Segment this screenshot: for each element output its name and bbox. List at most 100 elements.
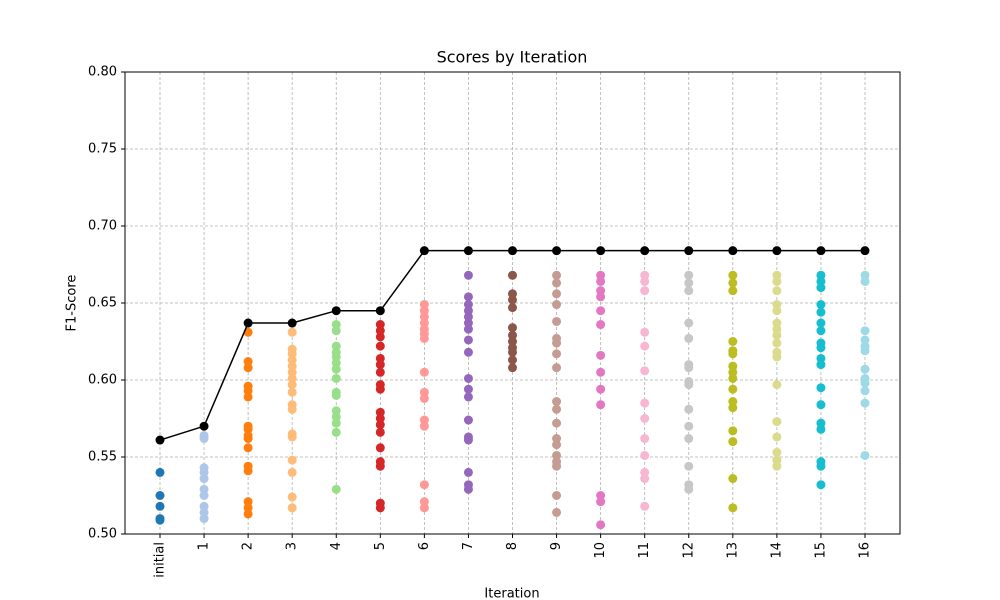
x-tick-label: 9 <box>549 542 564 550</box>
point <box>331 358 341 368</box>
point <box>155 467 165 477</box>
point <box>552 270 562 280</box>
point <box>596 276 606 286</box>
point <box>331 427 341 437</box>
point <box>243 503 253 513</box>
point <box>463 392 473 402</box>
point <box>508 355 517 365</box>
point <box>728 367 738 377</box>
point <box>287 503 297 513</box>
point <box>419 306 429 316</box>
point <box>772 286 782 296</box>
point <box>375 360 385 370</box>
point <box>684 404 694 414</box>
point <box>816 300 826 310</box>
point <box>772 324 782 334</box>
point <box>684 380 694 390</box>
point <box>508 289 517 299</box>
point <box>463 435 473 445</box>
point <box>684 270 694 280</box>
point <box>640 366 650 376</box>
point <box>243 443 253 453</box>
point <box>508 347 517 357</box>
point <box>772 455 782 465</box>
point <box>419 393 429 403</box>
point <box>419 497 429 507</box>
point <box>772 300 782 310</box>
best-point <box>552 246 562 256</box>
y-tick-label: 0.65 <box>88 296 117 311</box>
point <box>463 306 473 316</box>
x-tick-label: 11 <box>637 542 652 559</box>
point <box>684 286 694 296</box>
point <box>640 467 650 477</box>
point <box>375 414 385 423</box>
point <box>640 474 650 484</box>
point <box>728 384 738 394</box>
point <box>199 514 209 524</box>
point <box>640 450 650 460</box>
point <box>375 461 385 471</box>
point <box>728 278 738 288</box>
point <box>419 415 429 425</box>
point <box>419 300 429 310</box>
point <box>419 480 429 490</box>
point <box>728 337 738 346</box>
point <box>552 349 562 359</box>
x-tick-label: 16 <box>858 542 873 559</box>
point <box>640 286 650 296</box>
point <box>419 333 429 343</box>
y-tick-label: 0.80 <box>88 65 117 80</box>
point <box>596 320 606 330</box>
point <box>243 509 253 519</box>
best-point <box>596 246 606 256</box>
point <box>816 418 826 428</box>
point <box>772 432 782 442</box>
best-point <box>199 421 209 431</box>
point <box>552 363 562 373</box>
point <box>243 424 253 434</box>
point <box>684 484 694 494</box>
point <box>772 276 782 286</box>
point <box>287 327 297 337</box>
point <box>552 450 562 460</box>
x-tick-label: initial <box>153 542 168 578</box>
point <box>463 312 473 322</box>
point <box>331 406 341 416</box>
point <box>728 286 738 296</box>
point <box>508 323 517 333</box>
best-point <box>640 246 650 256</box>
point <box>728 474 738 484</box>
best-point <box>331 306 341 316</box>
point <box>287 380 297 390</box>
best-point <box>508 246 517 256</box>
point <box>640 501 650 511</box>
best-point <box>816 246 826 256</box>
point <box>816 480 826 490</box>
point <box>199 484 209 494</box>
point <box>684 363 694 373</box>
point <box>155 501 165 511</box>
point <box>728 403 738 413</box>
point <box>508 295 517 305</box>
point <box>419 367 429 377</box>
y-tick-label: 0.55 <box>88 450 117 465</box>
point <box>331 341 341 351</box>
point <box>552 491 562 500</box>
point <box>772 461 782 471</box>
point <box>728 361 738 371</box>
point <box>772 318 782 328</box>
point <box>860 326 870 336</box>
point <box>772 330 782 340</box>
point <box>816 318 826 328</box>
point <box>375 420 385 430</box>
point <box>199 507 209 517</box>
best-point <box>463 246 473 256</box>
point <box>331 320 341 330</box>
point <box>552 418 562 428</box>
point <box>287 455 297 465</box>
point <box>772 447 782 457</box>
point <box>552 316 562 326</box>
point <box>816 461 826 471</box>
